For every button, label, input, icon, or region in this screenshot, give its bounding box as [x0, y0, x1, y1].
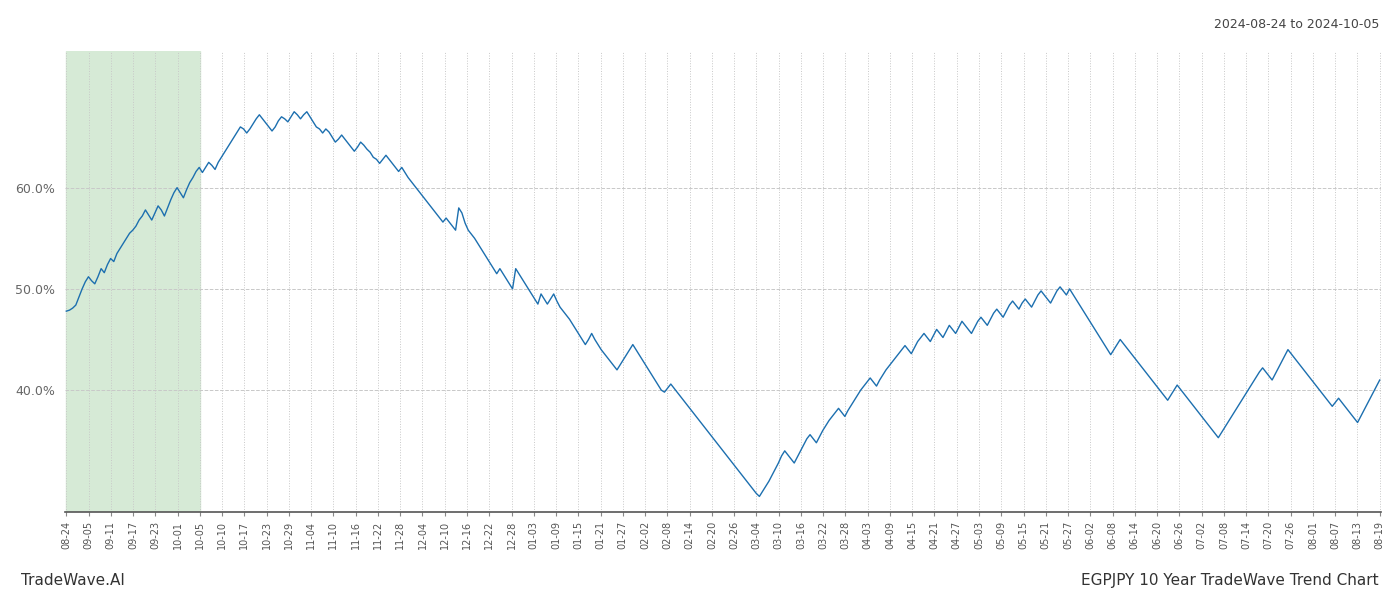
Text: EGPJPY 10 Year TradeWave Trend Chart: EGPJPY 10 Year TradeWave Trend Chart: [1081, 573, 1379, 588]
Text: 2024-08-24 to 2024-10-05: 2024-08-24 to 2024-10-05: [1214, 18, 1379, 31]
Text: TradeWave.AI: TradeWave.AI: [21, 573, 125, 588]
Bar: [66, 51, 200, 512]
